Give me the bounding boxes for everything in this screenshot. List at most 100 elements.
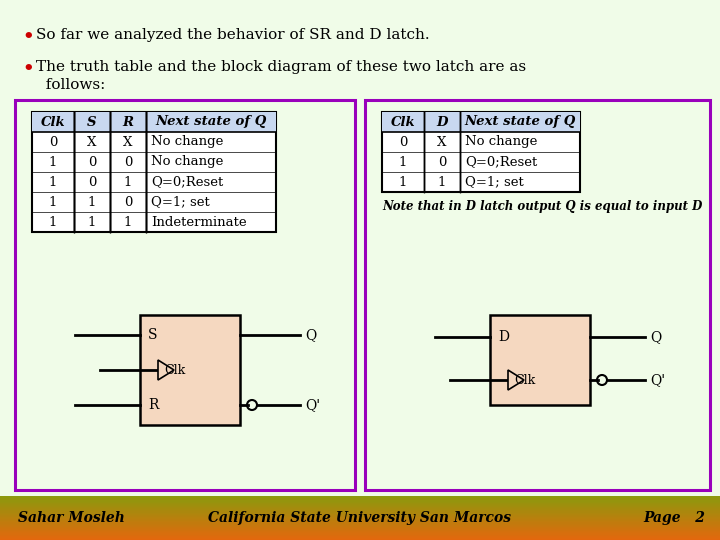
Bar xyxy=(382,112,580,132)
Text: 0: 0 xyxy=(124,156,132,168)
Bar xyxy=(0,536,720,537)
Text: 1: 1 xyxy=(399,156,408,168)
Text: 1: 1 xyxy=(88,195,96,208)
Bar xyxy=(0,520,720,522)
Text: •: • xyxy=(22,60,34,78)
Bar xyxy=(365,100,710,490)
Text: 0: 0 xyxy=(438,156,446,168)
Text: So far we analyzed the behavior of SR and D latch.: So far we analyzed the behavior of SR an… xyxy=(36,28,430,42)
Bar xyxy=(0,518,720,519)
Text: Q': Q' xyxy=(305,398,320,412)
Text: Q: Q xyxy=(650,330,661,344)
Text: Page   2: Page 2 xyxy=(643,511,705,525)
Bar xyxy=(382,112,580,192)
Text: 0: 0 xyxy=(49,136,57,148)
Bar xyxy=(0,538,720,539)
Text: No change: No change xyxy=(151,136,223,148)
Text: Q: Q xyxy=(305,328,316,342)
Text: California State University San Marcos: California State University San Marcos xyxy=(209,511,511,525)
Text: Clk: Clk xyxy=(391,116,415,129)
Text: 1: 1 xyxy=(438,176,446,188)
Bar xyxy=(0,506,720,508)
Text: 1: 1 xyxy=(88,215,96,228)
Polygon shape xyxy=(508,370,524,390)
Bar xyxy=(0,524,720,526)
Text: No change: No change xyxy=(465,136,537,148)
Bar xyxy=(0,526,720,527)
Bar xyxy=(0,497,720,499)
Bar xyxy=(0,501,720,502)
Bar xyxy=(0,511,720,513)
Bar xyxy=(140,315,240,425)
Text: The truth table and the block diagram of these two latch are as: The truth table and the block diagram of… xyxy=(36,60,526,74)
Bar xyxy=(0,522,720,524)
Text: 1: 1 xyxy=(124,176,132,188)
Bar xyxy=(0,502,720,503)
Bar xyxy=(0,539,720,540)
Text: Clk: Clk xyxy=(164,363,185,376)
Text: X: X xyxy=(437,136,446,148)
Text: D: D xyxy=(436,116,448,129)
Text: 1: 1 xyxy=(49,156,57,168)
Bar xyxy=(0,529,720,531)
Text: follows:: follows: xyxy=(36,78,105,92)
Bar xyxy=(0,496,720,497)
Text: R: R xyxy=(148,398,158,412)
Text: Next state of Q: Next state of Q xyxy=(464,116,575,129)
Text: 0: 0 xyxy=(124,195,132,208)
Text: 1: 1 xyxy=(124,215,132,228)
Text: 0: 0 xyxy=(88,156,96,168)
Text: Indeterminate: Indeterminate xyxy=(151,215,247,228)
Bar xyxy=(0,510,720,512)
Bar xyxy=(0,534,720,535)
Bar xyxy=(0,512,720,514)
Bar xyxy=(0,508,720,510)
Text: •: • xyxy=(22,28,34,46)
Bar xyxy=(0,514,720,515)
Bar xyxy=(0,530,720,532)
Text: X: X xyxy=(87,136,96,148)
Text: D: D xyxy=(498,330,509,344)
Text: 1: 1 xyxy=(49,195,57,208)
Bar xyxy=(0,517,720,518)
Text: Next state of Q: Next state of Q xyxy=(156,116,266,129)
Text: 0: 0 xyxy=(399,136,408,148)
Text: S: S xyxy=(148,328,158,342)
Text: Q=1; set: Q=1; set xyxy=(465,176,523,188)
Bar xyxy=(0,535,720,536)
Polygon shape xyxy=(158,360,174,380)
Bar xyxy=(0,537,720,538)
Bar xyxy=(0,503,720,504)
Text: Q': Q' xyxy=(650,373,665,387)
Text: S: S xyxy=(87,116,96,129)
Text: 1: 1 xyxy=(399,176,408,188)
Text: No change: No change xyxy=(151,156,223,168)
Text: Q=0;Reset: Q=0;Reset xyxy=(465,156,537,168)
Bar xyxy=(0,498,720,500)
Text: Q=0;Reset: Q=0;Reset xyxy=(151,176,223,188)
Text: Clk: Clk xyxy=(514,374,535,387)
Bar xyxy=(0,505,720,507)
Text: Q=1; set: Q=1; set xyxy=(151,195,210,208)
Bar xyxy=(0,500,720,501)
FancyBboxPatch shape xyxy=(0,0,720,520)
Bar xyxy=(0,532,720,534)
Bar xyxy=(32,112,276,132)
Bar xyxy=(32,112,276,232)
Bar xyxy=(490,315,590,405)
Text: X: X xyxy=(123,136,132,148)
Bar xyxy=(0,507,720,509)
Text: Clk: Clk xyxy=(41,116,66,129)
Bar xyxy=(0,504,720,505)
Text: R: R xyxy=(122,116,133,129)
Text: Note that in D latch output Q is equal to input D: Note that in D latch output Q is equal t… xyxy=(382,200,703,213)
Text: 1: 1 xyxy=(49,176,57,188)
Bar xyxy=(15,100,355,490)
Text: 1: 1 xyxy=(49,215,57,228)
Text: Sahar Mosleh: Sahar Mosleh xyxy=(18,511,125,525)
Bar xyxy=(0,528,720,530)
Bar xyxy=(0,515,720,516)
Bar xyxy=(0,516,720,517)
Bar xyxy=(0,519,720,521)
Text: 0: 0 xyxy=(88,176,96,188)
